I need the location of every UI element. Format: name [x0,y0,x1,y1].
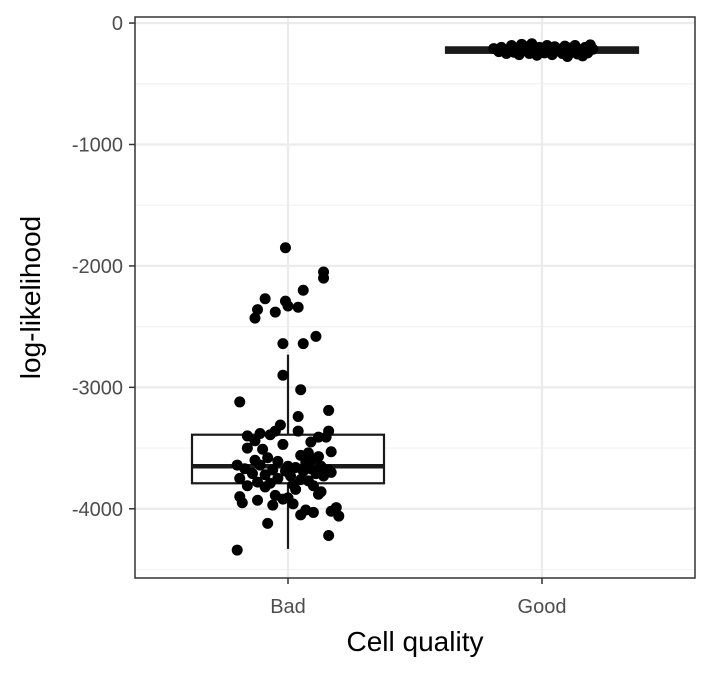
data-point-bad [320,431,332,443]
y-tick-label: 0 [112,13,123,35]
data-point-bad [236,497,248,509]
data-point-bad [249,435,261,447]
data-point-bad [279,242,291,254]
data-point-bad [323,530,335,541]
data-point-bad [234,472,246,484]
data-point-bad [241,442,253,454]
data-point-bad [252,494,264,506]
data-point-bad [297,465,309,477]
data-points [231,38,599,556]
data-point-bad [307,506,319,518]
data-point-bad [246,468,258,480]
y-tick-label: -4000 [72,499,123,521]
data-point-bad [285,470,297,482]
data-point-bad [259,293,271,305]
data-point-bad [295,509,307,521]
data-point-bad [277,438,289,450]
data-point-bad [272,455,284,467]
data-point-bad [259,469,271,481]
data-point-bad [262,517,274,529]
x-axis: Bad Good [270,578,566,618]
data-point-bad [318,272,330,284]
panel-border [134,16,696,579]
data-point-bad [241,480,253,492]
y-axis: 0 -1000 -2000 -3000 -4000 [72,13,135,521]
data-point-bad [262,452,274,464]
data-point-bad [267,499,279,511]
data-point-bad [325,446,337,458]
data-point-bad [259,481,271,493]
data-point-good [587,43,599,55]
x-axis-title: Cell quality [347,626,484,657]
data-point-bad [305,436,317,448]
data-point-bad [277,493,289,505]
boxplot-bad [190,354,386,549]
y-axis-title: log-likelihood [15,216,46,379]
data-point-bad [264,429,276,441]
data-point-bad [231,544,243,556]
data-point-bad [323,404,335,416]
y-tick-label: -1000 [72,135,123,157]
x-tick-label: Good [518,596,567,618]
y-tick-label: -2000 [72,256,123,278]
data-point-bad [257,443,269,455]
data-point-bad [292,301,304,313]
data-point-bad [287,498,299,510]
data-point-bad [292,425,304,437]
data-point-bad [318,470,330,482]
x-tick-label: Bad [270,596,306,618]
data-point-bad [269,306,281,318]
data-point-bad [234,396,246,408]
data-point-bad [277,338,289,350]
data-point-bad [307,480,319,492]
data-point-bad [249,312,261,324]
data-point-bad [295,384,307,396]
data-point-bad [290,483,302,495]
data-point-bad [297,338,309,350]
data-point-bad [312,488,324,500]
data-point-bad [277,369,289,381]
data-point-bad [282,300,294,312]
major-gridlines [135,17,695,578]
data-point-bad [254,459,266,471]
data-point-bad [333,510,345,522]
data-point-bad [310,330,322,342]
data-point-bad [297,284,309,296]
data-point-bad [252,304,264,316]
y-tick-label: -3000 [72,377,123,399]
data-point-bad [292,411,304,422]
